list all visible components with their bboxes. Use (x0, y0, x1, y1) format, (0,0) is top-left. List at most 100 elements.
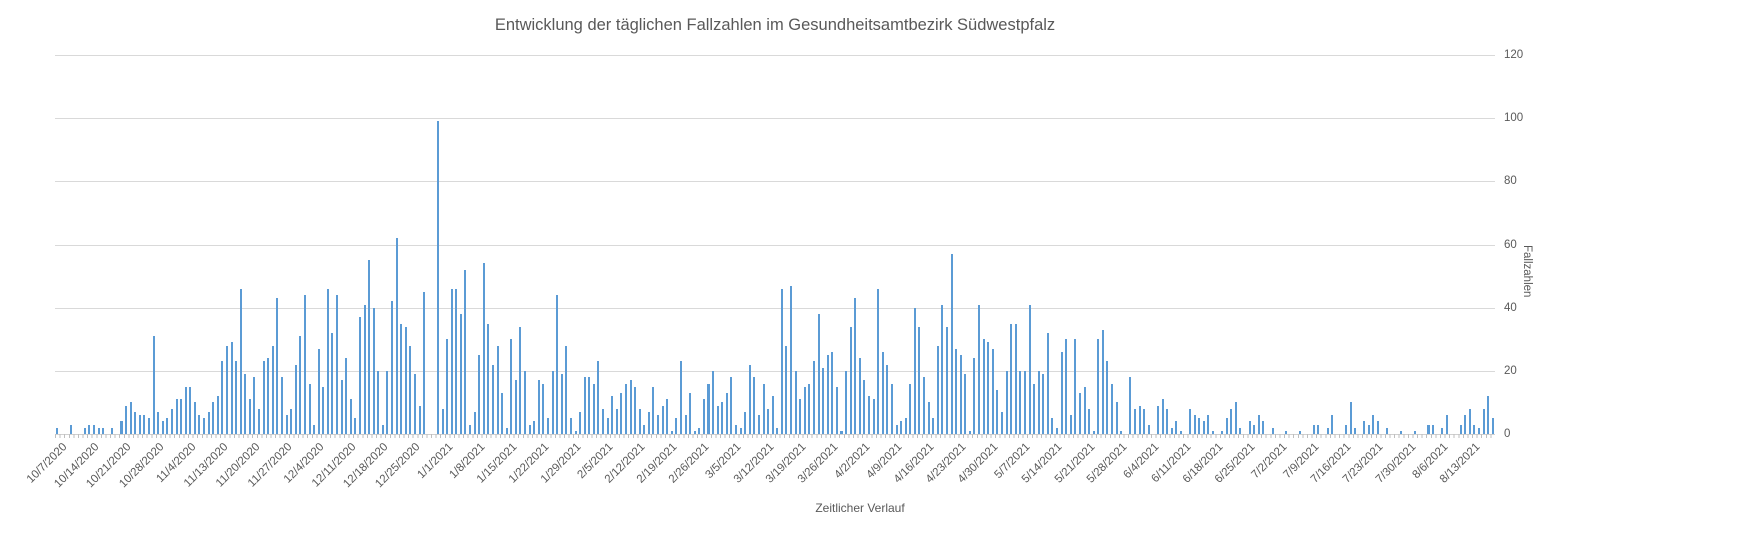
bar (1179, 430, 1182, 434)
bar (812, 361, 815, 434)
bar (235, 361, 238, 434)
bar (615, 408, 618, 434)
bar (1092, 430, 1095, 434)
bar (303, 295, 306, 434)
bar (537, 380, 540, 434)
bar (1129, 377, 1132, 434)
x-axis-title: Zeitlicher Verlauf (815, 501, 905, 515)
bar (624, 383, 627, 434)
bar (1344, 424, 1347, 434)
bar (56, 427, 59, 434)
bar (83, 427, 86, 434)
bar (762, 383, 765, 434)
bar (1441, 427, 1444, 434)
bar (1363, 421, 1366, 434)
bar (955, 348, 958, 434)
bar (959, 355, 962, 434)
bar (1010, 323, 1013, 434)
bar (890, 383, 893, 434)
bar (377, 370, 380, 434)
bar (1399, 430, 1402, 434)
bar (1147, 424, 1150, 434)
bar (620, 392, 623, 434)
bar (1023, 370, 1026, 434)
bar (597, 361, 600, 434)
y-tick-label-120: 120 (1504, 49, 1524, 61)
bar (262, 361, 265, 434)
bar (1106, 361, 1109, 434)
bar (546, 418, 549, 434)
bar (111, 427, 114, 434)
bar (285, 415, 288, 434)
bar (858, 358, 861, 434)
bar (1005, 370, 1008, 434)
bar (1487, 396, 1490, 434)
bar (157, 411, 160, 434)
bar (175, 399, 178, 434)
bar (368, 260, 371, 434)
bar (138, 415, 141, 434)
bar (757, 415, 760, 434)
gridline-40 (55, 307, 1495, 309)
bar (1115, 402, 1118, 434)
bar (1014, 323, 1017, 434)
bar (881, 351, 884, 434)
bar (1271, 427, 1274, 434)
bar (652, 386, 655, 434)
bar (991, 348, 994, 434)
plot-area (55, 55, 1495, 438)
bar (1097, 339, 1100, 434)
bar (675, 418, 678, 434)
bar (964, 374, 967, 434)
bar (583, 377, 586, 434)
bar (290, 408, 293, 434)
bar (510, 339, 513, 434)
bar (391, 301, 394, 434)
bar (372, 307, 375, 434)
bar (1060, 351, 1063, 434)
bar (70, 424, 73, 434)
bar (647, 411, 650, 434)
bar (987, 342, 990, 434)
bar (771, 396, 774, 434)
bar (932, 418, 935, 434)
bar (152, 336, 155, 434)
bar (661, 405, 664, 434)
bar (1253, 424, 1256, 434)
bar (1377, 421, 1380, 434)
chart-title: Entwicklung der täglichen Fallzahlen im … (494, 16, 1056, 34)
bar (909, 383, 912, 434)
bar (230, 342, 233, 434)
bar (1248, 421, 1251, 434)
bar (716, 405, 719, 434)
bar (1473, 424, 1476, 434)
bar (166, 418, 169, 434)
bar (1331, 415, 1334, 434)
bar (602, 408, 605, 434)
bar (354, 418, 357, 434)
bar (693, 430, 696, 434)
bar (193, 402, 196, 434)
bar (638, 408, 641, 434)
bar (184, 386, 187, 434)
bar (459, 314, 462, 434)
bar (92, 424, 95, 434)
bar (918, 326, 921, 434)
bar (1133, 408, 1136, 434)
bar (239, 288, 242, 434)
bar (826, 355, 829, 434)
bar (1138, 405, 1141, 434)
bar (863, 380, 866, 434)
bar (790, 285, 793, 434)
bar (1225, 418, 1228, 434)
bar (418, 405, 421, 434)
bar (689, 392, 692, 434)
bar (872, 399, 875, 434)
bar (216, 396, 219, 434)
bar (634, 386, 637, 434)
bar (1482, 408, 1485, 434)
bar (294, 364, 297, 434)
bar (817, 314, 820, 434)
bar (1028, 304, 1031, 434)
bar (413, 374, 416, 434)
